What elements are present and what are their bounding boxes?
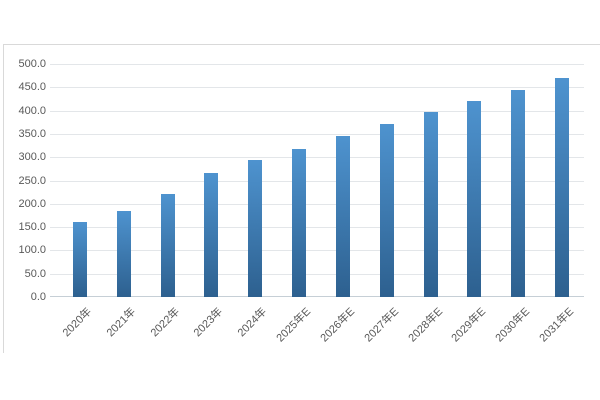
gridline (50, 157, 584, 159)
gridline (50, 203, 584, 205)
y-axis-tick-label: 250.0 (18, 174, 46, 187)
gridline (50, 133, 584, 135)
bar-2028年E (423, 112, 438, 297)
gridline (50, 64, 584, 65)
y-axis-tick-label: 100.0 (18, 244, 46, 257)
x-axis-line (50, 296, 584, 297)
y-axis-tick-label: 500.0 (18, 58, 46, 70)
bar-2025年E (292, 149, 307, 297)
bar-2030年E (511, 90, 526, 297)
gridline (50, 250, 584, 252)
bar-2021年 (116, 211, 131, 297)
y-axis-tick-label: 50.0 (24, 267, 46, 280)
y-axis-tick-label: 450.0 (18, 81, 46, 94)
gridline (50, 110, 584, 112)
plot-area (50, 64, 584, 297)
y-axis-tick-label: 400.0 (18, 104, 46, 117)
bar-2024年 (248, 159, 263, 297)
bar-2023年 (204, 173, 219, 297)
y-axis-tick-label: 0.0 (30, 291, 46, 303)
y-axis-tick-label: 300.0 (18, 151, 46, 164)
bar-2027年E (379, 124, 394, 297)
y-axis-tick-label: 150.0 (18, 221, 46, 234)
bar-2020年 (72, 222, 87, 297)
bar-2022年 (160, 194, 175, 297)
gridline (50, 273, 584, 275)
gridline (50, 180, 584, 182)
y-axis-tick-label: 350.0 (18, 127, 46, 140)
bar-2026年E (335, 135, 350, 297)
gridline (50, 227, 584, 229)
gridline (50, 87, 584, 89)
y-axis-tick-label: 200.0 (18, 197, 46, 210)
bar-2031年E (555, 77, 570, 297)
bar-2029年E (467, 101, 482, 297)
